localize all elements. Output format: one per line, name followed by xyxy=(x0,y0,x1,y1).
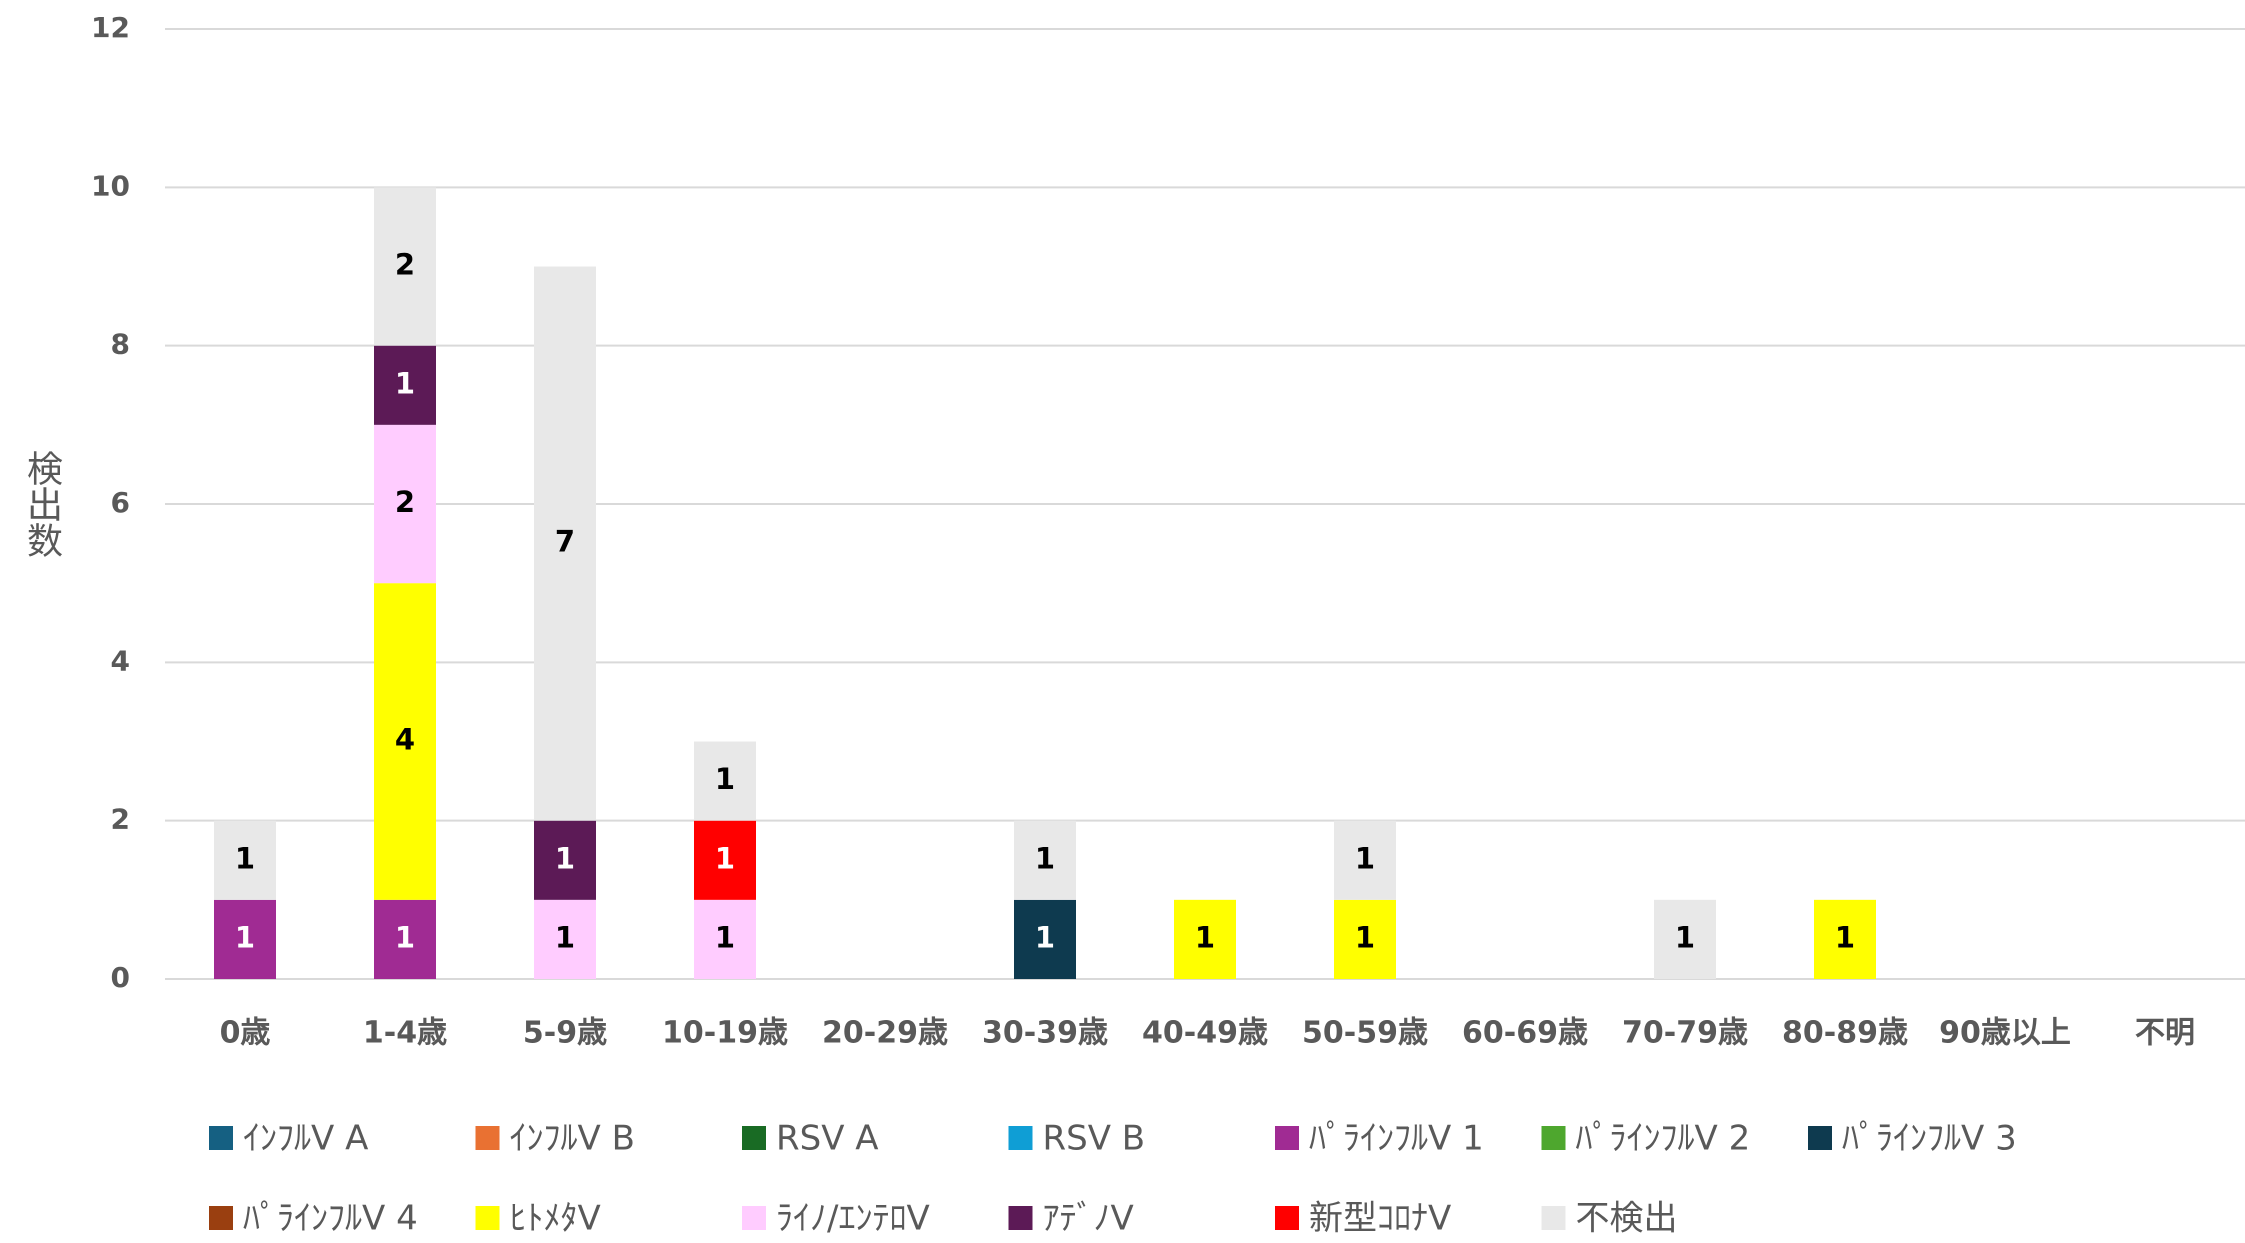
legend-swatch xyxy=(742,1126,766,1150)
x-tick-label: 1-4歳 xyxy=(363,1016,447,1051)
data-label: 1 xyxy=(715,920,735,954)
legend-label: ｲﾝﾌﾙV B xyxy=(510,1119,635,1159)
data-label: 1 xyxy=(1355,920,1375,954)
legend-swatch xyxy=(1541,1126,1566,1150)
legend-swatch xyxy=(742,1206,766,1230)
bar-segment xyxy=(534,899,596,979)
bar-segment xyxy=(534,820,596,900)
data-label: 1 xyxy=(235,920,255,954)
bar-segment xyxy=(1174,899,1236,979)
bar-segment xyxy=(1014,820,1076,900)
data-label: 1 xyxy=(395,920,415,954)
data-label: 1 xyxy=(555,920,575,954)
y-axis-label: 検出数 xyxy=(21,450,62,558)
x-tick-label: 60-69歳 xyxy=(1462,1016,1588,1051)
y-tick-label: 2 xyxy=(111,803,130,836)
data-label: 7 xyxy=(555,525,575,559)
x-tick-label: 90歳以上 xyxy=(1939,1016,2071,1051)
data-label: 1 xyxy=(1035,920,1055,954)
y-tick-label: 10 xyxy=(91,169,130,202)
legend-label: 新型ｺﾛﾅV xyxy=(1309,1199,1451,1239)
data-label: 1 xyxy=(715,841,735,875)
y-tick-label: 6 xyxy=(111,486,130,519)
x-tick-label: 20-29歳 xyxy=(822,1016,948,1051)
bar-segment xyxy=(694,820,756,900)
bar-segment xyxy=(214,820,276,900)
legend-label: ｱﾃﾞﾉV xyxy=(1043,1199,1134,1239)
data-label: 2 xyxy=(395,248,415,282)
legend-label: ﾗｲﾉ/ｴﾝﾃﾛV xyxy=(776,1199,930,1239)
legend-swatch xyxy=(475,1126,500,1150)
data-label: 1 xyxy=(555,841,575,875)
bar-segment xyxy=(1814,899,1876,979)
data-label: 1 xyxy=(1195,920,1215,954)
legend-swatch xyxy=(1275,1206,1299,1230)
y-tick-label: 8 xyxy=(111,328,130,361)
legend-label: ﾊﾟﾗｲﾝﾌﾙV 2 xyxy=(1576,1119,1751,1159)
bar-segment xyxy=(374,187,436,346)
legend-label: ﾋﾄﾒﾀV xyxy=(510,1199,601,1239)
bar-segment xyxy=(1334,899,1396,979)
bar-segment xyxy=(1014,899,1076,979)
bar-segment xyxy=(1654,899,1716,979)
legend-swatch xyxy=(1541,1206,1566,1230)
bar-segment xyxy=(534,266,596,821)
data-label: 1 xyxy=(1835,920,1855,954)
legend-swatch xyxy=(209,1126,233,1150)
bar-segment xyxy=(374,424,436,584)
y-tick-label: 4 xyxy=(111,644,130,677)
legend-swatch xyxy=(1008,1126,1033,1150)
data-label: 1 xyxy=(1035,841,1055,875)
legend-label: RSV A xyxy=(776,1119,879,1159)
legend-label: ｲﾝﾌﾙV A xyxy=(243,1119,368,1159)
bar-segment xyxy=(214,899,276,979)
bar-segment xyxy=(694,899,756,979)
bar-segment xyxy=(1334,820,1396,900)
bar-segment xyxy=(374,345,436,425)
legend-swatch xyxy=(1275,1126,1299,1150)
x-tick-label: 50-59歳 xyxy=(1302,1016,1428,1051)
x-tick-label: 5-9歳 xyxy=(523,1016,607,1051)
y-tick-label: 12 xyxy=(91,11,130,44)
x-tick-label: 10-19歳 xyxy=(662,1016,788,1051)
bar-segment xyxy=(374,583,436,900)
legend-swatch xyxy=(1008,1206,1033,1230)
data-label: 1 xyxy=(1675,920,1695,954)
legend-label: ﾊﾟﾗｲﾝﾌﾙV 3 xyxy=(1842,1119,2017,1159)
legend-swatch xyxy=(475,1206,500,1230)
x-tick-label: 0歳 xyxy=(220,1016,271,1051)
x-tick-label: 80-89歳 xyxy=(1782,1016,1908,1051)
x-tick-label: 30-39歳 xyxy=(982,1016,1108,1051)
legend-swatch xyxy=(209,1206,233,1230)
data-label: 1 xyxy=(715,762,735,796)
data-label: 1 xyxy=(1355,841,1375,875)
y-tick-label: 0 xyxy=(111,961,130,994)
legend-label: 不検出 xyxy=(1576,1199,1678,1239)
legend-label: ﾊﾟﾗｲﾝﾌﾙV 4 xyxy=(243,1199,418,1239)
data-label: 2 xyxy=(395,485,415,519)
data-label: 1 xyxy=(395,366,415,400)
data-label: 1 xyxy=(235,841,255,875)
x-tick-label: 不明 xyxy=(2135,1016,2195,1051)
data-label: 4 xyxy=(395,723,415,757)
legend-label: ﾊﾟﾗｲﾝﾌﾙV 1 xyxy=(1309,1119,1484,1159)
legend-swatch xyxy=(1808,1126,1832,1150)
bar-segment xyxy=(694,741,756,821)
bar-segment xyxy=(374,899,436,979)
x-tick-label: 70-79歳 xyxy=(1622,1016,1748,1051)
legend-label: RSV B xyxy=(1043,1119,1146,1159)
x-tick-label: 40-49歳 xyxy=(1142,1016,1268,1051)
